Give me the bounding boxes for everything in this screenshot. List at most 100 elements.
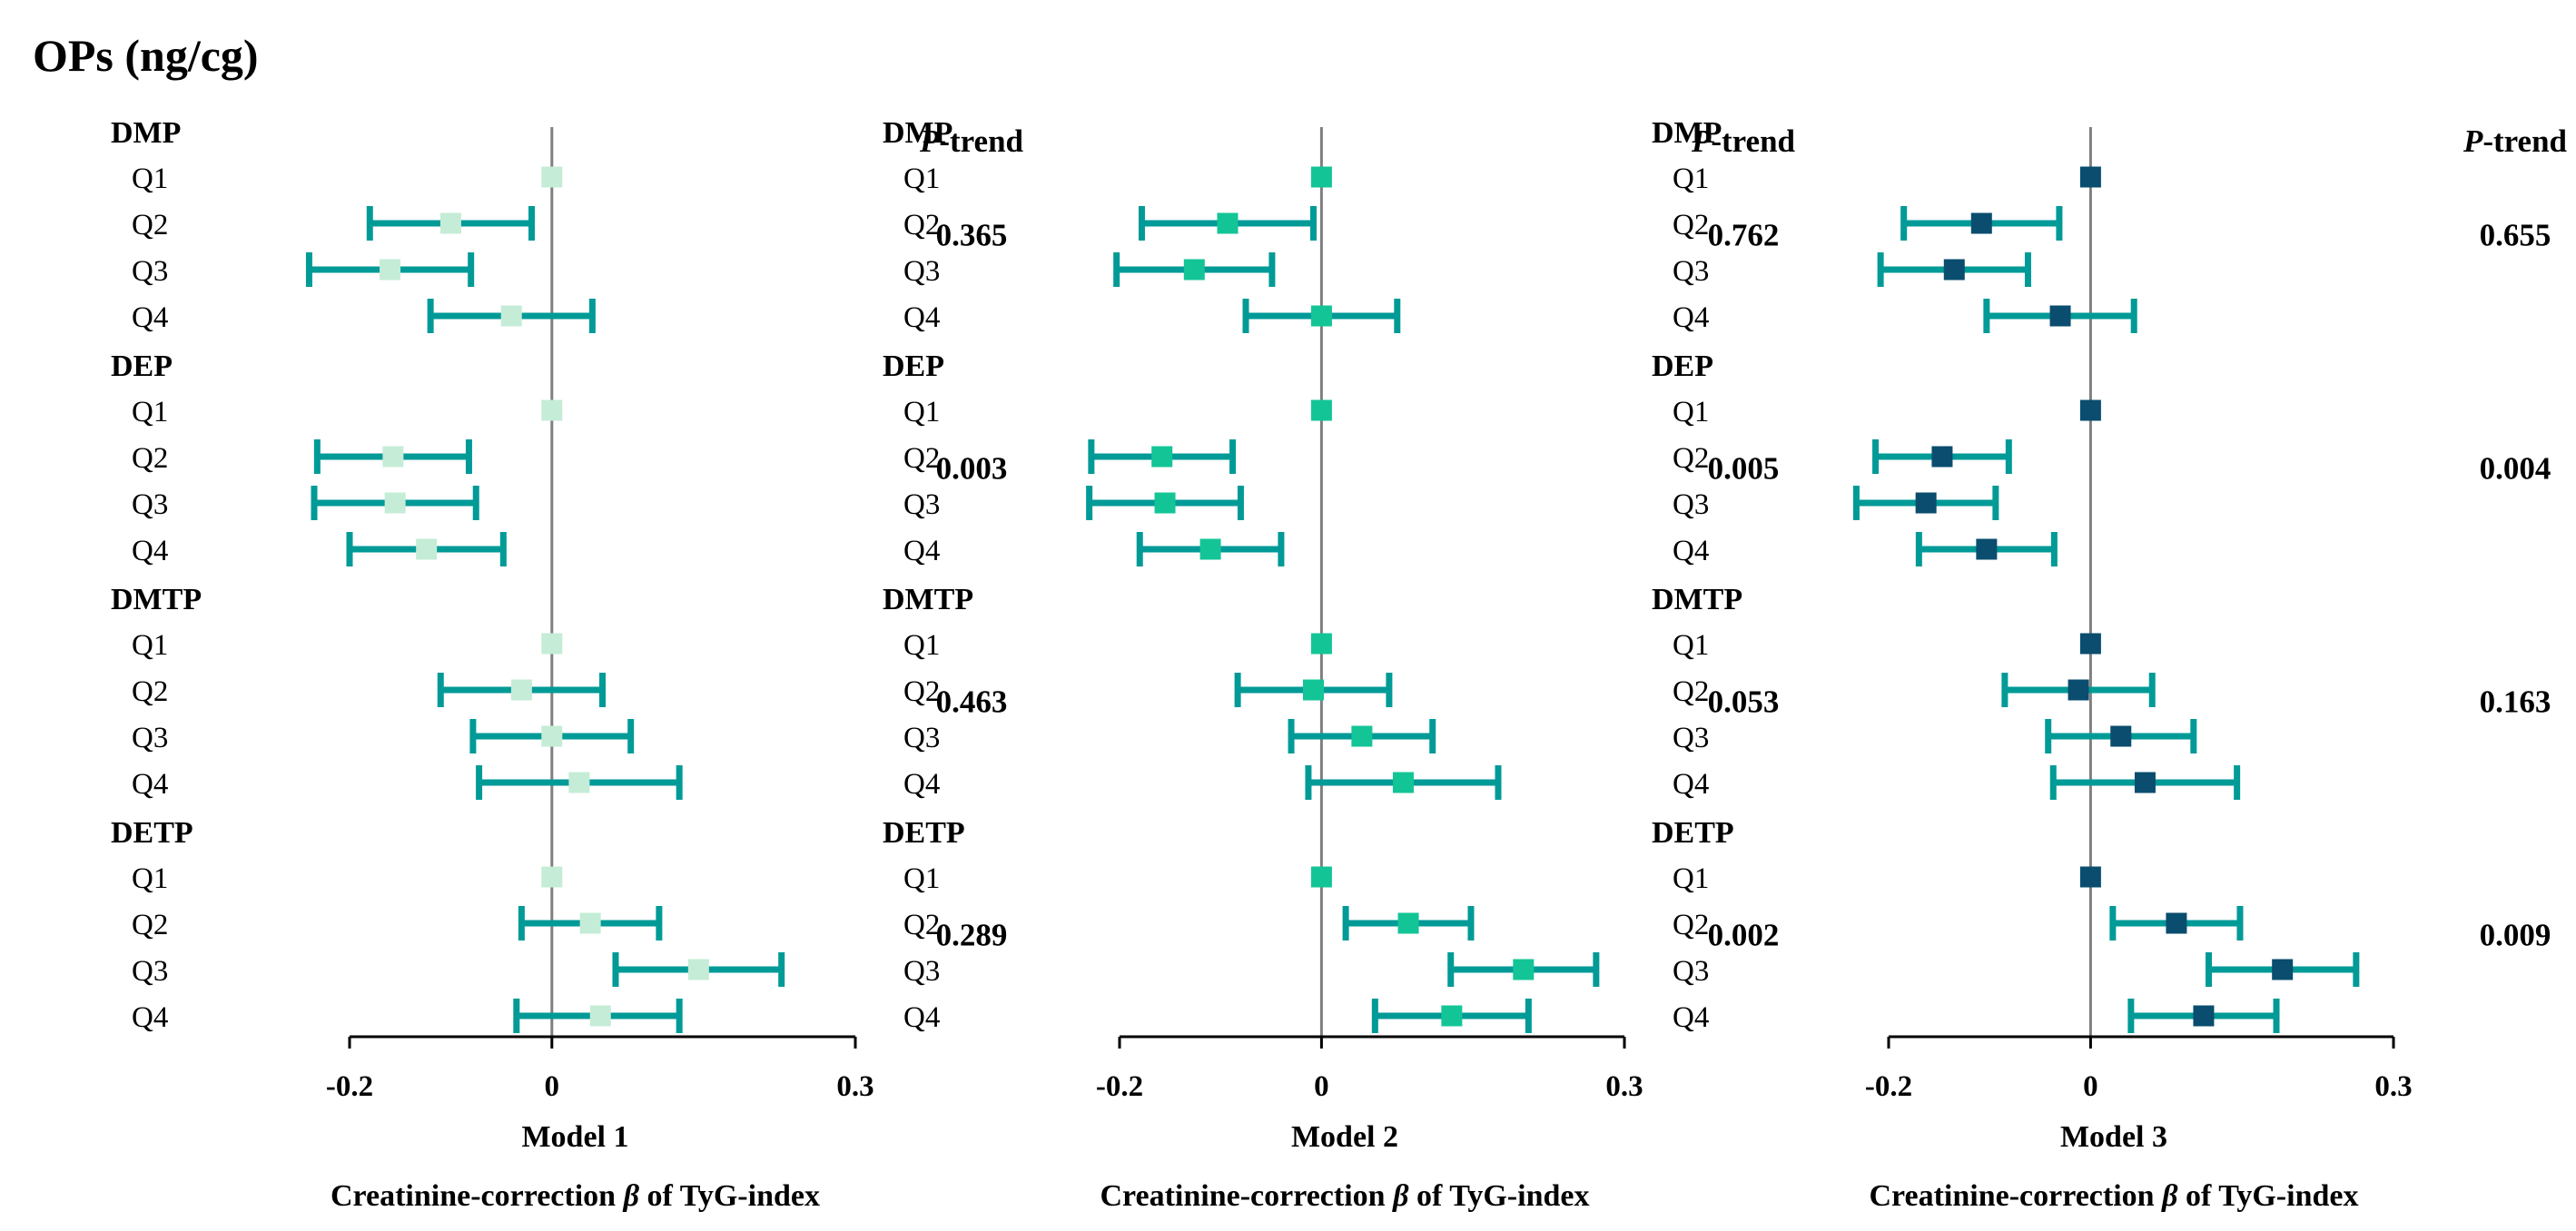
beta-point-marker (1970, 212, 1992, 234)
beta-point-marker (568, 772, 590, 793)
group-label: DMP (883, 116, 952, 150)
model-3-group-dmp: DMP Q1 Q2 Q3 Q4 0.655 (1652, 116, 2551, 334)
quartile-label: Q3 (132, 955, 168, 988)
quartile-label: Q1 (132, 862, 168, 895)
model-3-x-tick-label: 0 (2083, 1070, 2098, 1103)
p-trend-value: 0.655 (2480, 218, 2551, 253)
quartile-label: Q4 (1673, 535, 1709, 567)
model-3-x-tick-label: -0.2 (1865, 1070, 1912, 1103)
model-1-group-dmp: DMP Q1 Q2 Q3 Q4 0.365 (111, 116, 1007, 334)
beta-point-marker (1310, 305, 1332, 327)
model-2-group-dmtp: DMTP Q1 Q2 Q3 Q4 0.053 (883, 583, 1779, 801)
beta-point-marker (382, 446, 404, 468)
beta-point-marker (1217, 212, 1239, 234)
model-2-group-dmp: DMP Q1 Q2 Q3 Q4 0.762 (883, 116, 1779, 334)
model-2-x-tick-label: -0.2 (1096, 1070, 1143, 1103)
model-1-panel: -0.2 0 0.3 Model 1 Creatinine-correction β o… (111, 116, 1024, 1213)
p-trend-value: 0.163 (2480, 684, 2551, 720)
quartile-label: Q4 (1673, 1001, 1709, 1034)
beta-point-marker (2193, 1005, 2215, 1027)
beta-point-marker (541, 166, 563, 188)
group-label: DETP (1652, 816, 1734, 850)
beta-point-marker (1310, 166, 1332, 188)
model-3-p-trend-header: P-trend (2462, 123, 2568, 159)
quartile-label: Q4 (132, 768, 168, 801)
quartile-label: Q1 (1673, 629, 1709, 662)
quartile-label: Q2 (1673, 209, 1709, 241)
quartile-label: Q2 (132, 909, 168, 941)
beta-point-marker (510, 679, 532, 701)
quartile-label: Q3 (1673, 488, 1709, 521)
quartile-label: Q4 (132, 301, 168, 334)
quartile-label: Q2 (903, 209, 940, 241)
model-2-panel: -0.2 0 0.3 Model 2 Creatinine-correction β o… (883, 116, 1796, 1213)
beta-point-marker (2079, 166, 2101, 188)
quartile-label: Q2 (903, 675, 940, 708)
quartile-label: Q1 (903, 162, 940, 195)
beta-point-marker (2134, 772, 2156, 793)
p-trend-value: 0.463 (936, 684, 1008, 720)
beta-point-marker (2068, 679, 2089, 701)
quartile-label: Q2 (903, 442, 940, 475)
beta-point-marker (2272, 959, 2294, 980)
quartile-label: Q1 (903, 396, 940, 428)
quartile-label: Q2 (132, 442, 168, 475)
beta-point-marker (384, 492, 406, 514)
p-trend-value: 0.009 (2480, 918, 2551, 953)
model-2-name: Model 2 (1291, 1120, 1398, 1154)
forest-panels: -0.2 0 0.3 Model 1 Creatinine-correction β o… (111, 116, 2568, 1213)
beta-point-marker (1441, 1005, 1463, 1027)
quartile-label: Q3 (1673, 955, 1709, 988)
beta-point-marker (2079, 866, 2101, 888)
quartile-label: Q3 (1673, 722, 1709, 754)
quartile-label: Q3 (903, 255, 940, 288)
group-label: DMTP (883, 583, 973, 616)
beta-point-marker (416, 538, 438, 560)
model-3-panel: -0.2 0 0.3 Model 3 Creatinine-correction β o… (1652, 116, 2568, 1213)
beta-point-marker (2110, 725, 2132, 747)
quartile-label: Q2 (132, 209, 168, 241)
beta-point-marker (1915, 492, 1937, 514)
quartile-label: Q1 (132, 162, 168, 195)
quartile-label: Q1 (1673, 862, 1709, 895)
beta-point-marker (2079, 399, 2101, 421)
quartile-label: Q4 (1673, 768, 1709, 801)
p-trend-value: 0.002 (1708, 918, 1780, 953)
model-2-group-detp: DETP Q1 Q2 Q3 Q4 0.002 (883, 816, 1779, 1034)
quartile-label: Q4 (132, 535, 168, 567)
model-1-x-tick-label: -0.2 (326, 1070, 373, 1103)
model-3-group-detp: DETP Q1 Q2 Q3 Q4 0.009 (1652, 816, 2551, 1034)
p-trend-value: 0.289 (936, 918, 1008, 953)
group-label: DEP (883, 350, 944, 383)
quartile-label: Q2 (1673, 675, 1709, 708)
beta-point-marker (2079, 633, 2101, 655)
model-1-name: Model 1 (521, 1120, 628, 1154)
quartile-label: Q4 (903, 301, 940, 334)
quartile-label: Q2 (1673, 909, 1709, 941)
p-trend-value: 0.005 (1708, 451, 1780, 487)
p-trend-value: 0.365 (936, 218, 1008, 253)
quartile-label: Q3 (1673, 255, 1709, 288)
p-trend-value: 0.053 (1708, 684, 1780, 720)
group-label: DMTP (1652, 583, 1742, 616)
group-label: DMP (1652, 116, 1722, 150)
model-3-group-dmtp: DMTP Q1 Q2 Q3 Q4 0.163 (1652, 583, 2551, 801)
beta-point-marker (1310, 866, 1332, 888)
beta-point-marker (1310, 399, 1332, 421)
p-trend-value: 0.003 (936, 451, 1008, 487)
quartile-label: Q4 (903, 768, 940, 801)
quartile-label: Q1 (903, 862, 940, 895)
model-1-x-tick-label: 0 (545, 1070, 560, 1103)
beta-point-marker (541, 633, 563, 655)
model-1-p-trend-header: P-trend (919, 123, 1024, 159)
figure-title: OPs (ng/cg) (33, 30, 259, 81)
model-2-x-tick-label: 0 (1314, 1070, 1329, 1103)
beta-point-marker (541, 399, 563, 421)
p-trend-value: 0.762 (1708, 218, 1780, 253)
quartile-label: Q1 (1673, 162, 1709, 195)
beta-point-marker (2166, 912, 2187, 934)
model-1-x-axis-label: Creatinine-correction β of TyG-index (331, 1179, 820, 1213)
quartile-label: Q3 (132, 722, 168, 754)
model-3-name: Model 3 (2060, 1120, 2167, 1154)
